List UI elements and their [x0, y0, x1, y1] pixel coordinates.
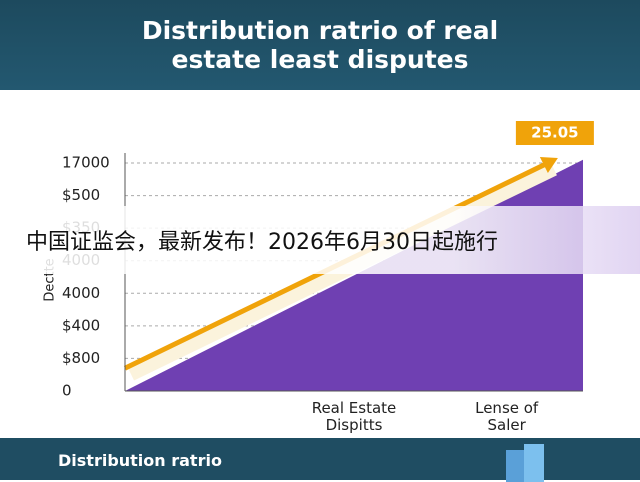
x-tick-label: Real Estate Dispitts	[312, 399, 397, 434]
x-tick-label: Lense of Saler	[475, 399, 539, 434]
y-tick-label: 17000	[62, 154, 110, 172]
header: Distribution ratrio of real estate least…	[0, 0, 640, 90]
annotation-box	[515, 121, 594, 145]
x-tick-label-line: Saler	[488, 416, 527, 434]
x-tick-label-line: Lense of	[475, 399, 539, 417]
annotation: 25.05	[531, 124, 578, 142]
footer: Distribution ratrio	[0, 438, 640, 482]
y-tick-label: 4000	[62, 284, 100, 302]
x-tick-label-line: Dispitts	[326, 416, 383, 434]
y-tick-label: $800	[62, 349, 100, 367]
y-tick-label: 0	[62, 382, 72, 400]
chart-title: Distribution ratrio of real estate least…	[141, 16, 499, 74]
banner: 中国证监会，最新发布！2026年6月30日起施行	[18, 206, 640, 274]
y-tick-label: $400	[62, 316, 100, 334]
building-icon	[506, 444, 544, 482]
arrow-head	[539, 157, 558, 173]
y-tick-label: $500	[62, 186, 100, 204]
footer-text: Distribution ratrio	[58, 451, 222, 470]
banner-text: 中国证监会，最新发布！2026年6月30日起施行	[26, 230, 498, 255]
x-tick-label-line: Real Estate	[312, 399, 397, 417]
